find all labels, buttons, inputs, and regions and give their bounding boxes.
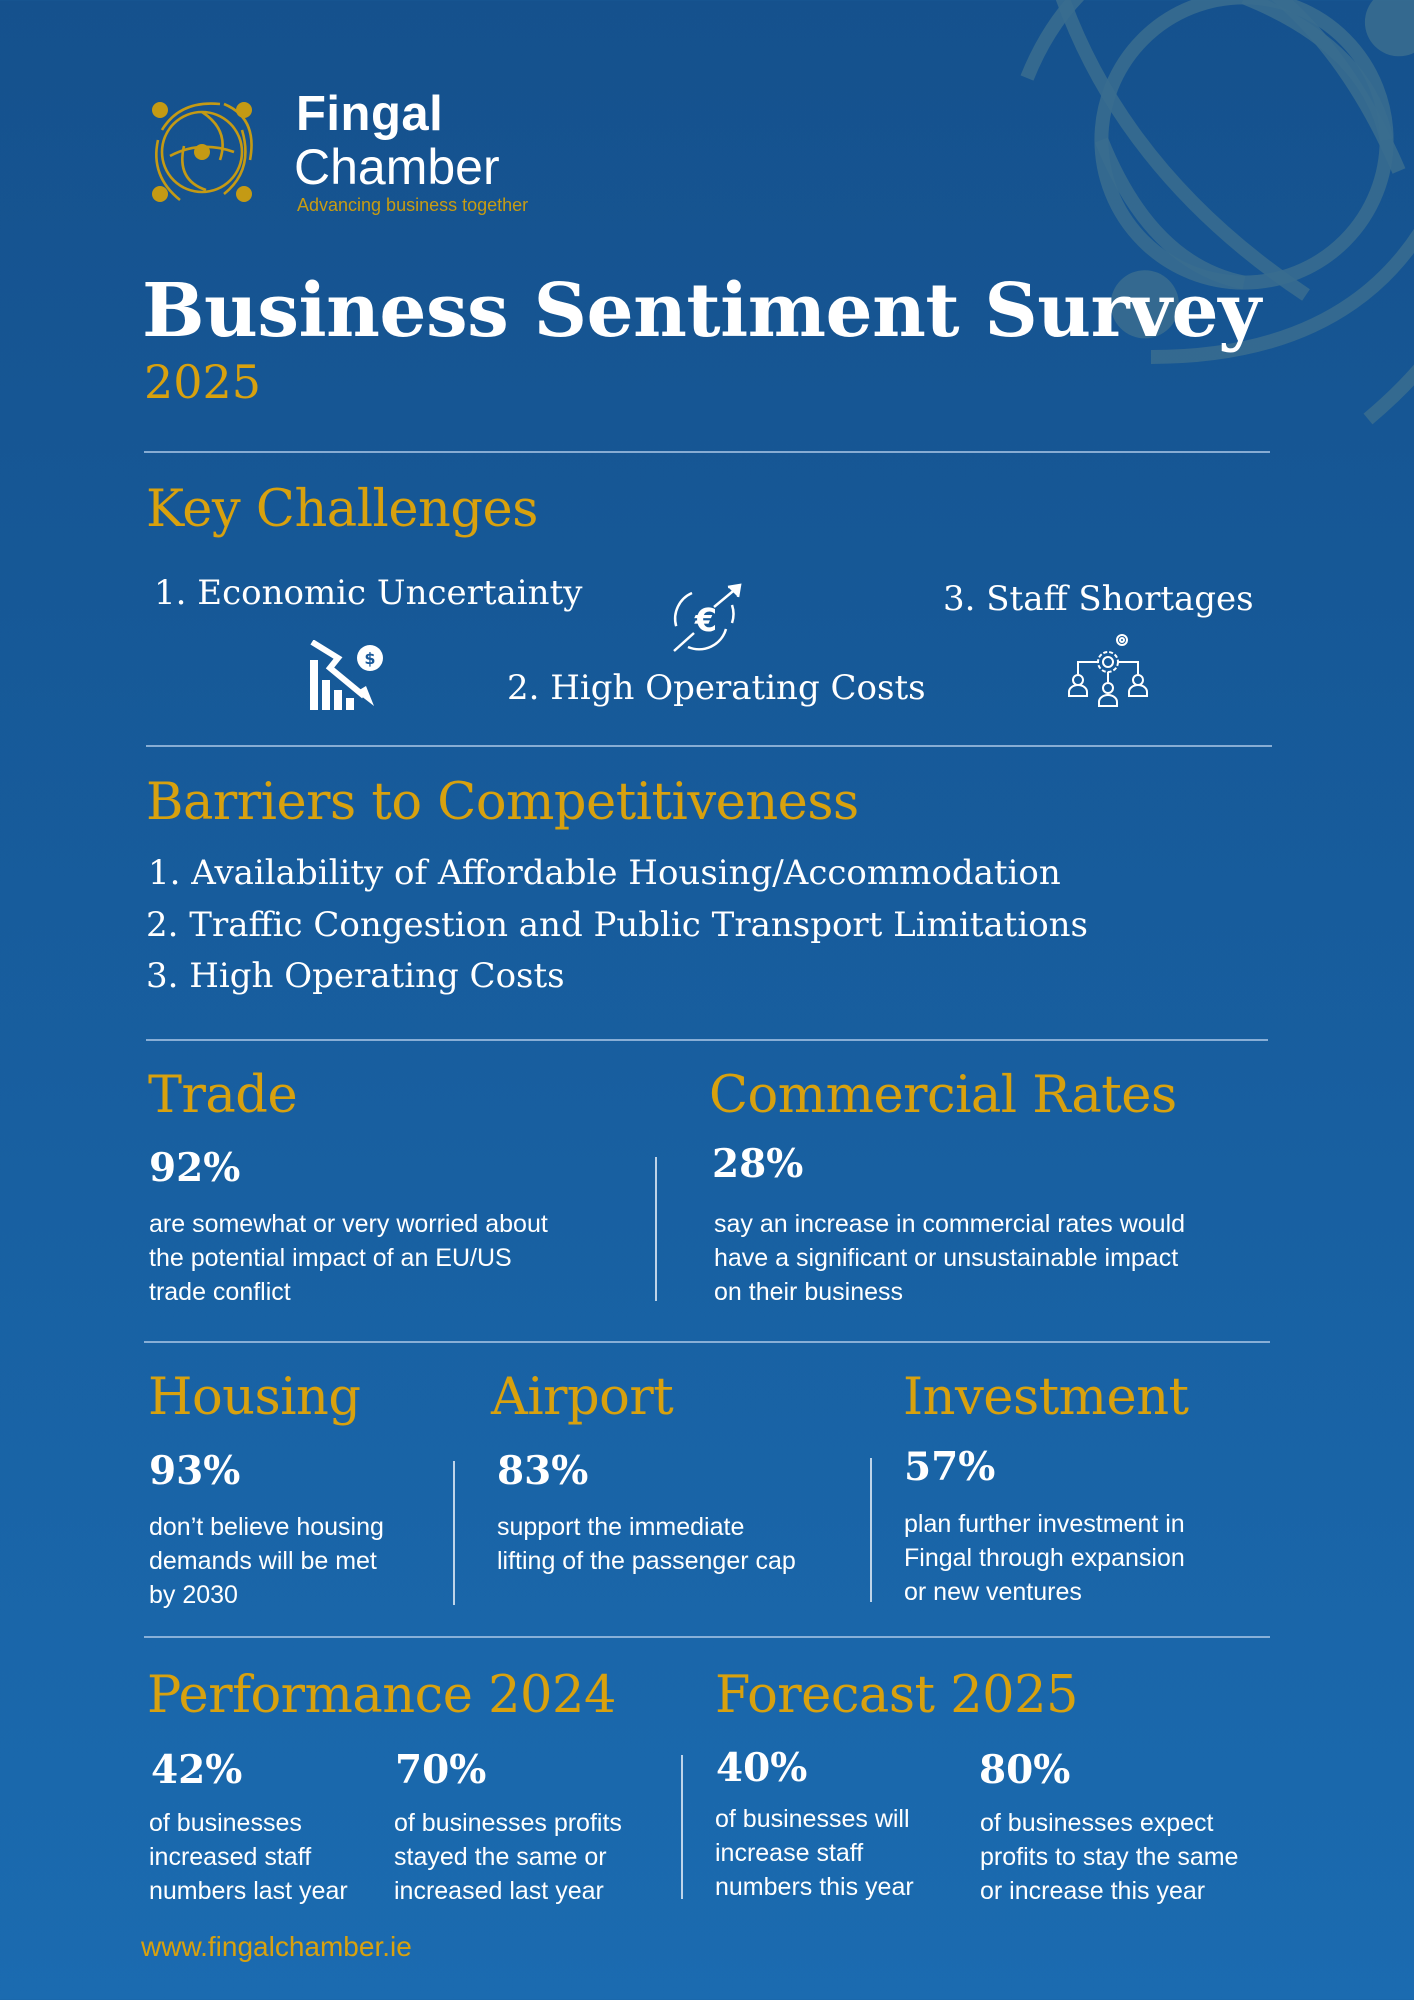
section-heading-airport: Airport <box>491 1368 674 1427</box>
declining-chart-dollar-icon: $ <box>308 640 388 712</box>
trade-description: are somewhat or very worried about the p… <box>149 1210 548 1306</box>
barrier-item-1: 1. Availability of Affordable Housing/Ac… <box>148 853 1061 893</box>
section-heading-investment: Investment <box>903 1368 1189 1427</box>
survey-year: 2025 <box>144 355 262 409</box>
divider <box>146 745 1272 747</box>
challenge-item-1: 1. Economic Uncertainty <box>154 573 583 613</box>
barrier-num: 2. <box>146 905 179 945</box>
barrier-label: High Operating Costs <box>189 956 565 996</box>
website-link[interactable]: www.fingalchamber.ie <box>141 1931 412 1962</box>
divider <box>144 1341 1270 1343</box>
column-divider <box>453 1461 455 1605</box>
section-heading-barriers: Barriers to Competitiveness <box>146 773 859 832</box>
airport-stat: 83% <box>497 1448 589 1494</box>
barrier-num: 1. <box>148 853 181 893</box>
barrier-num: 3. <box>146 956 179 996</box>
divider <box>144 451 1270 453</box>
forecast-profits-stat: 80% <box>979 1747 1071 1793</box>
column-divider <box>655 1157 657 1301</box>
housing-stat: 93% <box>149 1448 241 1494</box>
performance-profits-description: of businesses profits stayed the same or… <box>394 1809 622 1905</box>
team-gear-icon <box>1066 630 1154 710</box>
section-heading-housing: Housing <box>148 1368 361 1427</box>
column-divider <box>870 1458 872 1602</box>
section-heading-trade: Trade <box>148 1066 298 1125</box>
brand-name-line1: Fingal <box>296 87 444 141</box>
column-divider <box>681 1755 683 1899</box>
barrier-item-3: 3. High Operating Costs <box>146 956 565 996</box>
fingal-chamber-logo <box>140 90 264 214</box>
brand-name-line2: Chamber <box>294 139 500 195</box>
performance-staff-stat: 42% <box>151 1747 243 1793</box>
forecast-staff-description: of businesses will increase staff number… <box>715 1805 914 1901</box>
performance-staff-description: of businesses increased staff numbers la… <box>149 1809 348 1905</box>
svg-text:€: € <box>694 601 717 639</box>
euro-growth-icon: € <box>668 583 746 655</box>
section-heading-commercial-rates: Commercial Rates <box>709 1066 1177 1125</box>
section-heading-forecast-2025: Forecast 2025 <box>715 1666 1079 1725</box>
housing-description: don’t believe housing demands will be me… <box>149 1513 384 1609</box>
divider <box>146 1039 1268 1041</box>
airport-description: support the immediate lifting of the pas… <box>497 1513 796 1575</box>
investment-description: plan further investment in Fingal throug… <box>904 1510 1185 1606</box>
page-title: Business Sentiment Survey <box>142 268 1261 354</box>
forecast-staff-stat: 40% <box>716 1745 808 1791</box>
barrier-label: Availability of Affordable Housing/Accom… <box>191 853 1061 893</box>
svg-text:$: $ <box>364 649 375 668</box>
challenge-item-3: 3. Staff Shortages <box>943 579 1254 619</box>
brand-tagline: Advancing business together <box>297 195 529 215</box>
challenge-item-2: 2. High Operating Costs <box>507 668 926 708</box>
watermark-logo-icon <box>1020 0 1414 425</box>
investment-stat: 57% <box>904 1444 996 1490</box>
performance-profits-stat: 70% <box>395 1747 487 1793</box>
barrier-label: Traffic Congestion and Public Transport … <box>189 905 1089 945</box>
trade-stat: 92% <box>149 1145 241 1191</box>
chamber-knot-logo-icon <box>152 102 253 202</box>
forecast-profits-description: of businesses expect profits to stay the… <box>980 1809 1239 1905</box>
barrier-item-2: 2. Traffic Congestion and Public Transpo… <box>146 905 1088 945</box>
section-heading-key-challenges: Key Challenges <box>146 480 538 539</box>
divider <box>144 1636 1270 1638</box>
commercial-rates-stat: 28% <box>712 1141 804 1187</box>
section-heading-performance-2024: Performance 2024 <box>147 1666 616 1725</box>
commercial-rates-description: say an increase in commercial rates woul… <box>714 1210 1186 1306</box>
